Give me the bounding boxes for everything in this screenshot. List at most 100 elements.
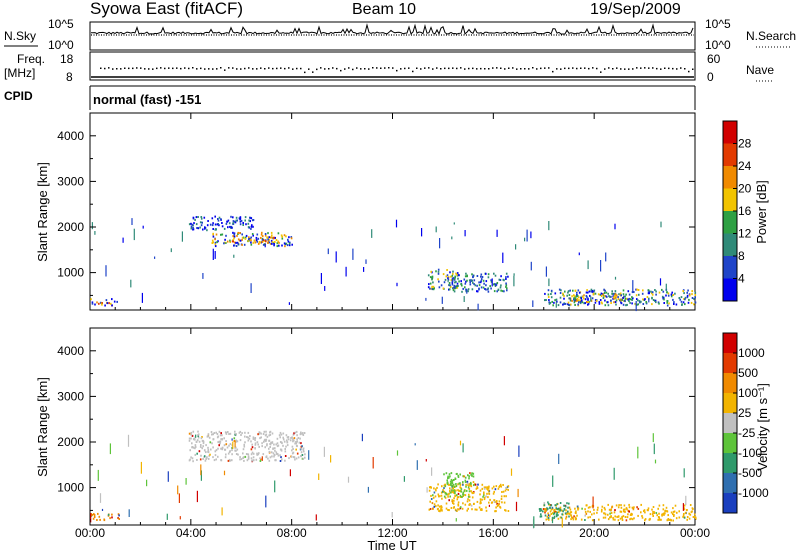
velocity-echoes xyxy=(90,430,697,529)
echo-cell xyxy=(430,486,432,489)
echo-cell xyxy=(466,500,469,503)
echo-cell xyxy=(568,512,570,515)
echo-cell xyxy=(557,511,560,514)
echo-cell xyxy=(280,433,283,436)
echo-cell xyxy=(324,286,326,291)
echo-cell xyxy=(686,296,689,299)
echo-cell xyxy=(201,436,203,438)
nave-point xyxy=(444,67,446,70)
echo-cell xyxy=(445,275,448,278)
echo-cell xyxy=(505,285,507,288)
echo-cell xyxy=(570,518,572,521)
echo-cell xyxy=(244,237,247,240)
echo-cell xyxy=(607,513,609,516)
echo-cell xyxy=(271,240,274,243)
echo-cell xyxy=(620,298,622,301)
echo-cell xyxy=(219,442,221,445)
cpid-panel: CPID normal (fast) -151 xyxy=(4,85,696,110)
echo-cell xyxy=(586,504,588,507)
echo-cell xyxy=(428,508,431,511)
nave-point xyxy=(316,68,318,71)
echo-cell xyxy=(268,241,271,244)
echo-cell xyxy=(610,302,612,304)
echo-cell xyxy=(503,290,505,293)
echo-cell xyxy=(296,434,298,437)
echo-cell xyxy=(249,435,251,437)
echo-cell xyxy=(567,512,569,515)
echo-cell xyxy=(595,299,598,302)
echo-cell xyxy=(457,503,459,506)
echo-cell xyxy=(216,433,219,435)
echo-cell xyxy=(614,301,617,303)
echo-cell xyxy=(594,292,597,295)
echo-cell xyxy=(251,233,254,235)
nsearch-ybot: 10^0 xyxy=(705,38,731,52)
nave-point xyxy=(588,67,590,70)
echo-cell xyxy=(299,433,302,436)
echo-cell xyxy=(257,237,260,240)
echo-cell xyxy=(231,226,233,229)
echo-cell xyxy=(427,286,430,289)
echo-cell xyxy=(441,506,443,509)
echo-cell xyxy=(650,292,653,295)
echo-cell xyxy=(236,448,239,451)
echo-cell xyxy=(302,457,305,460)
echo-cell xyxy=(638,293,640,296)
echo-cell xyxy=(654,289,656,291)
echo-cell xyxy=(441,490,444,493)
echo-cell xyxy=(644,519,646,522)
echo-cell xyxy=(266,435,269,438)
echo-cell xyxy=(570,514,572,517)
echo-cell xyxy=(556,508,559,511)
colorbar-segment xyxy=(723,188,737,211)
echo-cell xyxy=(591,297,594,300)
nave-point xyxy=(668,67,670,70)
echo-cell xyxy=(614,294,616,297)
echo-cell xyxy=(601,508,603,511)
echo-cell xyxy=(263,430,266,433)
echo-cell xyxy=(600,301,603,304)
echo-cell xyxy=(463,278,466,281)
echo-cell xyxy=(457,496,460,499)
echo-cell xyxy=(662,504,665,507)
echo-cell xyxy=(459,483,462,486)
echo-cell xyxy=(107,513,110,516)
echo-cell xyxy=(235,439,237,442)
echo-cell xyxy=(500,495,503,498)
echo-cell xyxy=(613,292,615,295)
echo-cell xyxy=(235,216,238,219)
echo-cell xyxy=(694,301,697,304)
echo-cell xyxy=(218,224,220,227)
echo-cell xyxy=(596,511,598,514)
echo-cell xyxy=(261,442,263,445)
echo-cell xyxy=(233,244,236,247)
echo-cell xyxy=(503,501,506,504)
echo-cell xyxy=(692,508,694,510)
echo-cell xyxy=(236,241,239,244)
echo-cell xyxy=(474,284,477,287)
echo-cell xyxy=(246,459,249,462)
nave-point xyxy=(692,68,694,70)
echo-cell xyxy=(560,516,563,519)
echo-cell xyxy=(435,489,437,492)
echo-cell xyxy=(214,241,217,244)
echo-cell xyxy=(473,502,475,505)
echo-cell xyxy=(544,509,546,512)
echo-cell xyxy=(611,290,613,293)
y-tick-label: 2000 xyxy=(57,220,84,234)
echo-cell xyxy=(498,278,501,281)
echo-cell xyxy=(458,508,460,511)
echo-cell xyxy=(204,226,206,229)
echo-cell xyxy=(618,504,620,507)
colorbar-segment xyxy=(723,278,737,301)
echo-cell xyxy=(683,516,686,519)
echo-cell xyxy=(296,445,298,448)
echo-cell xyxy=(455,518,457,522)
echo-cell xyxy=(603,295,606,298)
echo-cell xyxy=(221,446,224,449)
echo-cell xyxy=(276,437,279,440)
nave-point xyxy=(672,67,674,70)
echo-cell xyxy=(467,507,469,510)
time-tick-label: 20:00 xyxy=(579,526,609,540)
